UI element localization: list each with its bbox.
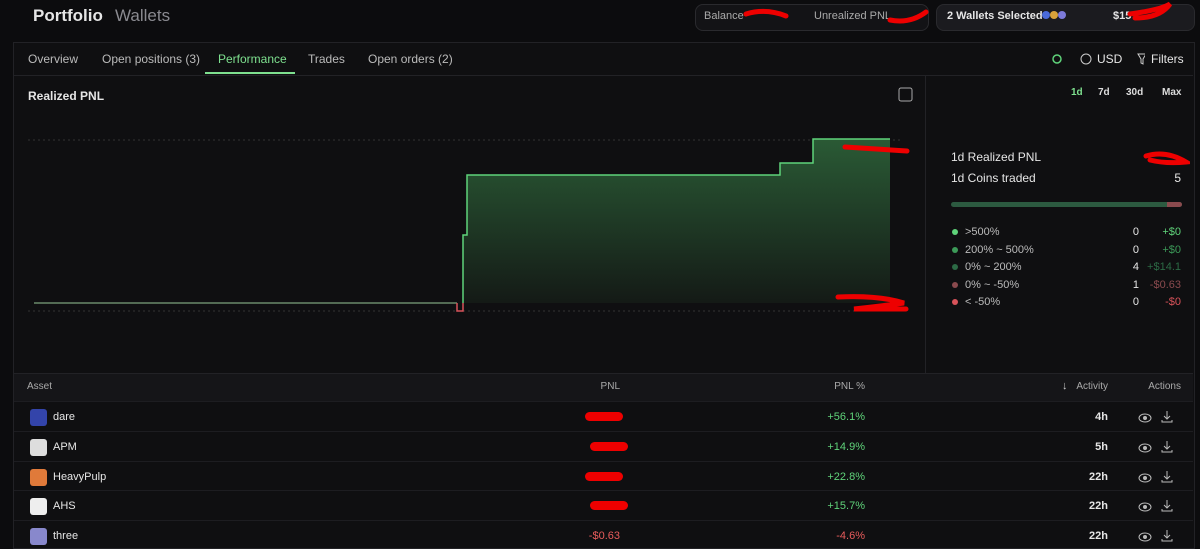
asset-name[interactable]: three	[53, 530, 79, 543]
unrealized-label: Unrealized PNL	[814, 10, 892, 22]
download-button[interactable]	[1161, 529, 1173, 547]
view-button[interactable]	[1138, 471, 1152, 489]
redaction	[590, 501, 628, 511]
bucket-label: >500%	[965, 226, 1000, 238]
toolbar-icons	[1052, 53, 1145, 65]
range-button[interactable]: 30d	[1126, 87, 1144, 98]
asset-name[interactable]: AHS	[53, 500, 76, 513]
bucket-dot	[952, 281, 958, 288]
sort-arrow: ↓	[1062, 380, 1068, 392]
row-divider	[14, 490, 1193, 492]
download-button[interactable]	[1161, 470, 1173, 488]
bucket-pnl: -$0.63	[1149, 278, 1181, 291]
balance-label: Balance	[704, 10, 744, 22]
tab[interactable]: Trades	[308, 52, 345, 66]
coins-label: 1d Coins traded	[951, 171, 1036, 185]
bucket-pnl: +$0	[1162, 226, 1181, 238]
tab[interactable]: Performance	[218, 52, 287, 66]
row-divider	[14, 460, 1193, 462]
tab[interactable]: Open positions (3)	[102, 52, 201, 66]
view-button[interactable]	[1138, 441, 1152, 459]
row-divider	[14, 520, 1193, 522]
wallets-selected: 2 Wallets Selected	[947, 10, 1043, 22]
download-button[interactable]	[1161, 499, 1173, 517]
realized-label: 1d Realized PNL	[951, 150, 1042, 164]
tab[interactable]: Overview	[28, 52, 79, 66]
wallet-value: $15	[1113, 10, 1132, 22]
bucket-label: 0% ~ 200%	[965, 261, 1022, 273]
tab[interactable]: Open orders (2)	[368, 52, 453, 66]
pnl: -$0.63	[588, 530, 620, 543]
divider	[14, 75, 1193, 76]
row-divider	[14, 401, 1193, 402]
range-button[interactable]: Max	[1162, 87, 1182, 98]
table-header	[14, 373, 1193, 402]
wallets-tab[interactable]: Wallets	[115, 6, 171, 25]
bucket-count: 0	[1132, 243, 1139, 256]
range-button[interactable]: 7d	[1098, 87, 1110, 98]
bucket-count: 1	[1132, 278, 1139, 291]
chart-title: Realized PNL	[28, 89, 105, 103]
redaction	[590, 441, 628, 451]
asset-icon	[30, 438, 47, 456]
activity: 5h	[1095, 440, 1108, 453]
bucket-count: 0	[1132, 296, 1139, 308]
bucket-dot	[952, 229, 958, 235]
bucket-dot	[952, 299, 958, 305]
column-header: PNL %	[834, 381, 865, 392]
asset-name[interactable]: HeavyPulp	[53, 470, 107, 483]
pnl-percent: +15.7%	[827, 500, 865, 513]
activity: 4h	[1095, 411, 1108, 423]
asset-icon	[30, 528, 47, 546]
asset-icon	[30, 409, 47, 426]
bucket-pnl: +$14.1	[1147, 261, 1181, 273]
distribution-bar	[951, 202, 1182, 207]
title: Portfolio	[33, 6, 103, 25]
row-divider	[14, 430, 1193, 432]
activity: 22h	[1089, 530, 1108, 543]
bucket-dot	[952, 264, 958, 270]
view-button[interactable]	[1138, 530, 1152, 548]
bucket-pnl: -$0	[1165, 296, 1181, 308]
download-button[interactable]	[1161, 440, 1173, 458]
view-button[interactable]	[1138, 411, 1152, 429]
column-header[interactable]: Activity	[1076, 381, 1108, 392]
divider	[925, 75, 926, 373]
filters[interactable]: Filters	[1151, 52, 1184, 66]
column-header: Actions	[1148, 381, 1181, 392]
pnl-percent: +22.8%	[827, 470, 865, 483]
activity: 22h	[1089, 470, 1108, 483]
asset-name[interactable]: dare	[53, 411, 76, 423]
asset-icon	[30, 498, 47, 516]
asset-name[interactable]: APM	[53, 440, 77, 453]
redaction	[585, 412, 623, 421]
tab-underline	[205, 72, 295, 74]
pnl-percent: +56.1%	[827, 411, 865, 423]
bucket-label: 200% ~ 500%	[965, 243, 1034, 256]
view-button[interactable]	[1138, 500, 1152, 518]
pnl-percent: -4.6%	[836, 530, 865, 543]
column-header: Asset	[27, 381, 53, 392]
activity: 22h	[1089, 500, 1108, 513]
bucket-count: 4	[1132, 261, 1139, 273]
bucket-dot	[952, 246, 958, 253]
bucket-pnl: +$0	[1162, 243, 1181, 256]
range-button[interactable]: 1d	[1071, 87, 1083, 98]
bucket-count: 0	[1132, 226, 1139, 238]
download-button[interactable]	[1161, 410, 1173, 428]
redaction	[1143, 151, 1190, 166]
currency[interactable]: USD	[1097, 52, 1123, 66]
bucket-label: < -50%	[965, 296, 1001, 308]
redactions	[743, 1, 1173, 24]
bucket-label: 0% ~ -50%	[965, 278, 1020, 291]
coins-value: 5	[1174, 171, 1181, 185]
pnl-chart	[28, 87, 913, 312]
asset-icon	[30, 468, 47, 486]
pnl-percent: +14.9%	[827, 440, 865, 453]
column-header: PNL	[600, 381, 620, 392]
redaction	[585, 471, 623, 481]
